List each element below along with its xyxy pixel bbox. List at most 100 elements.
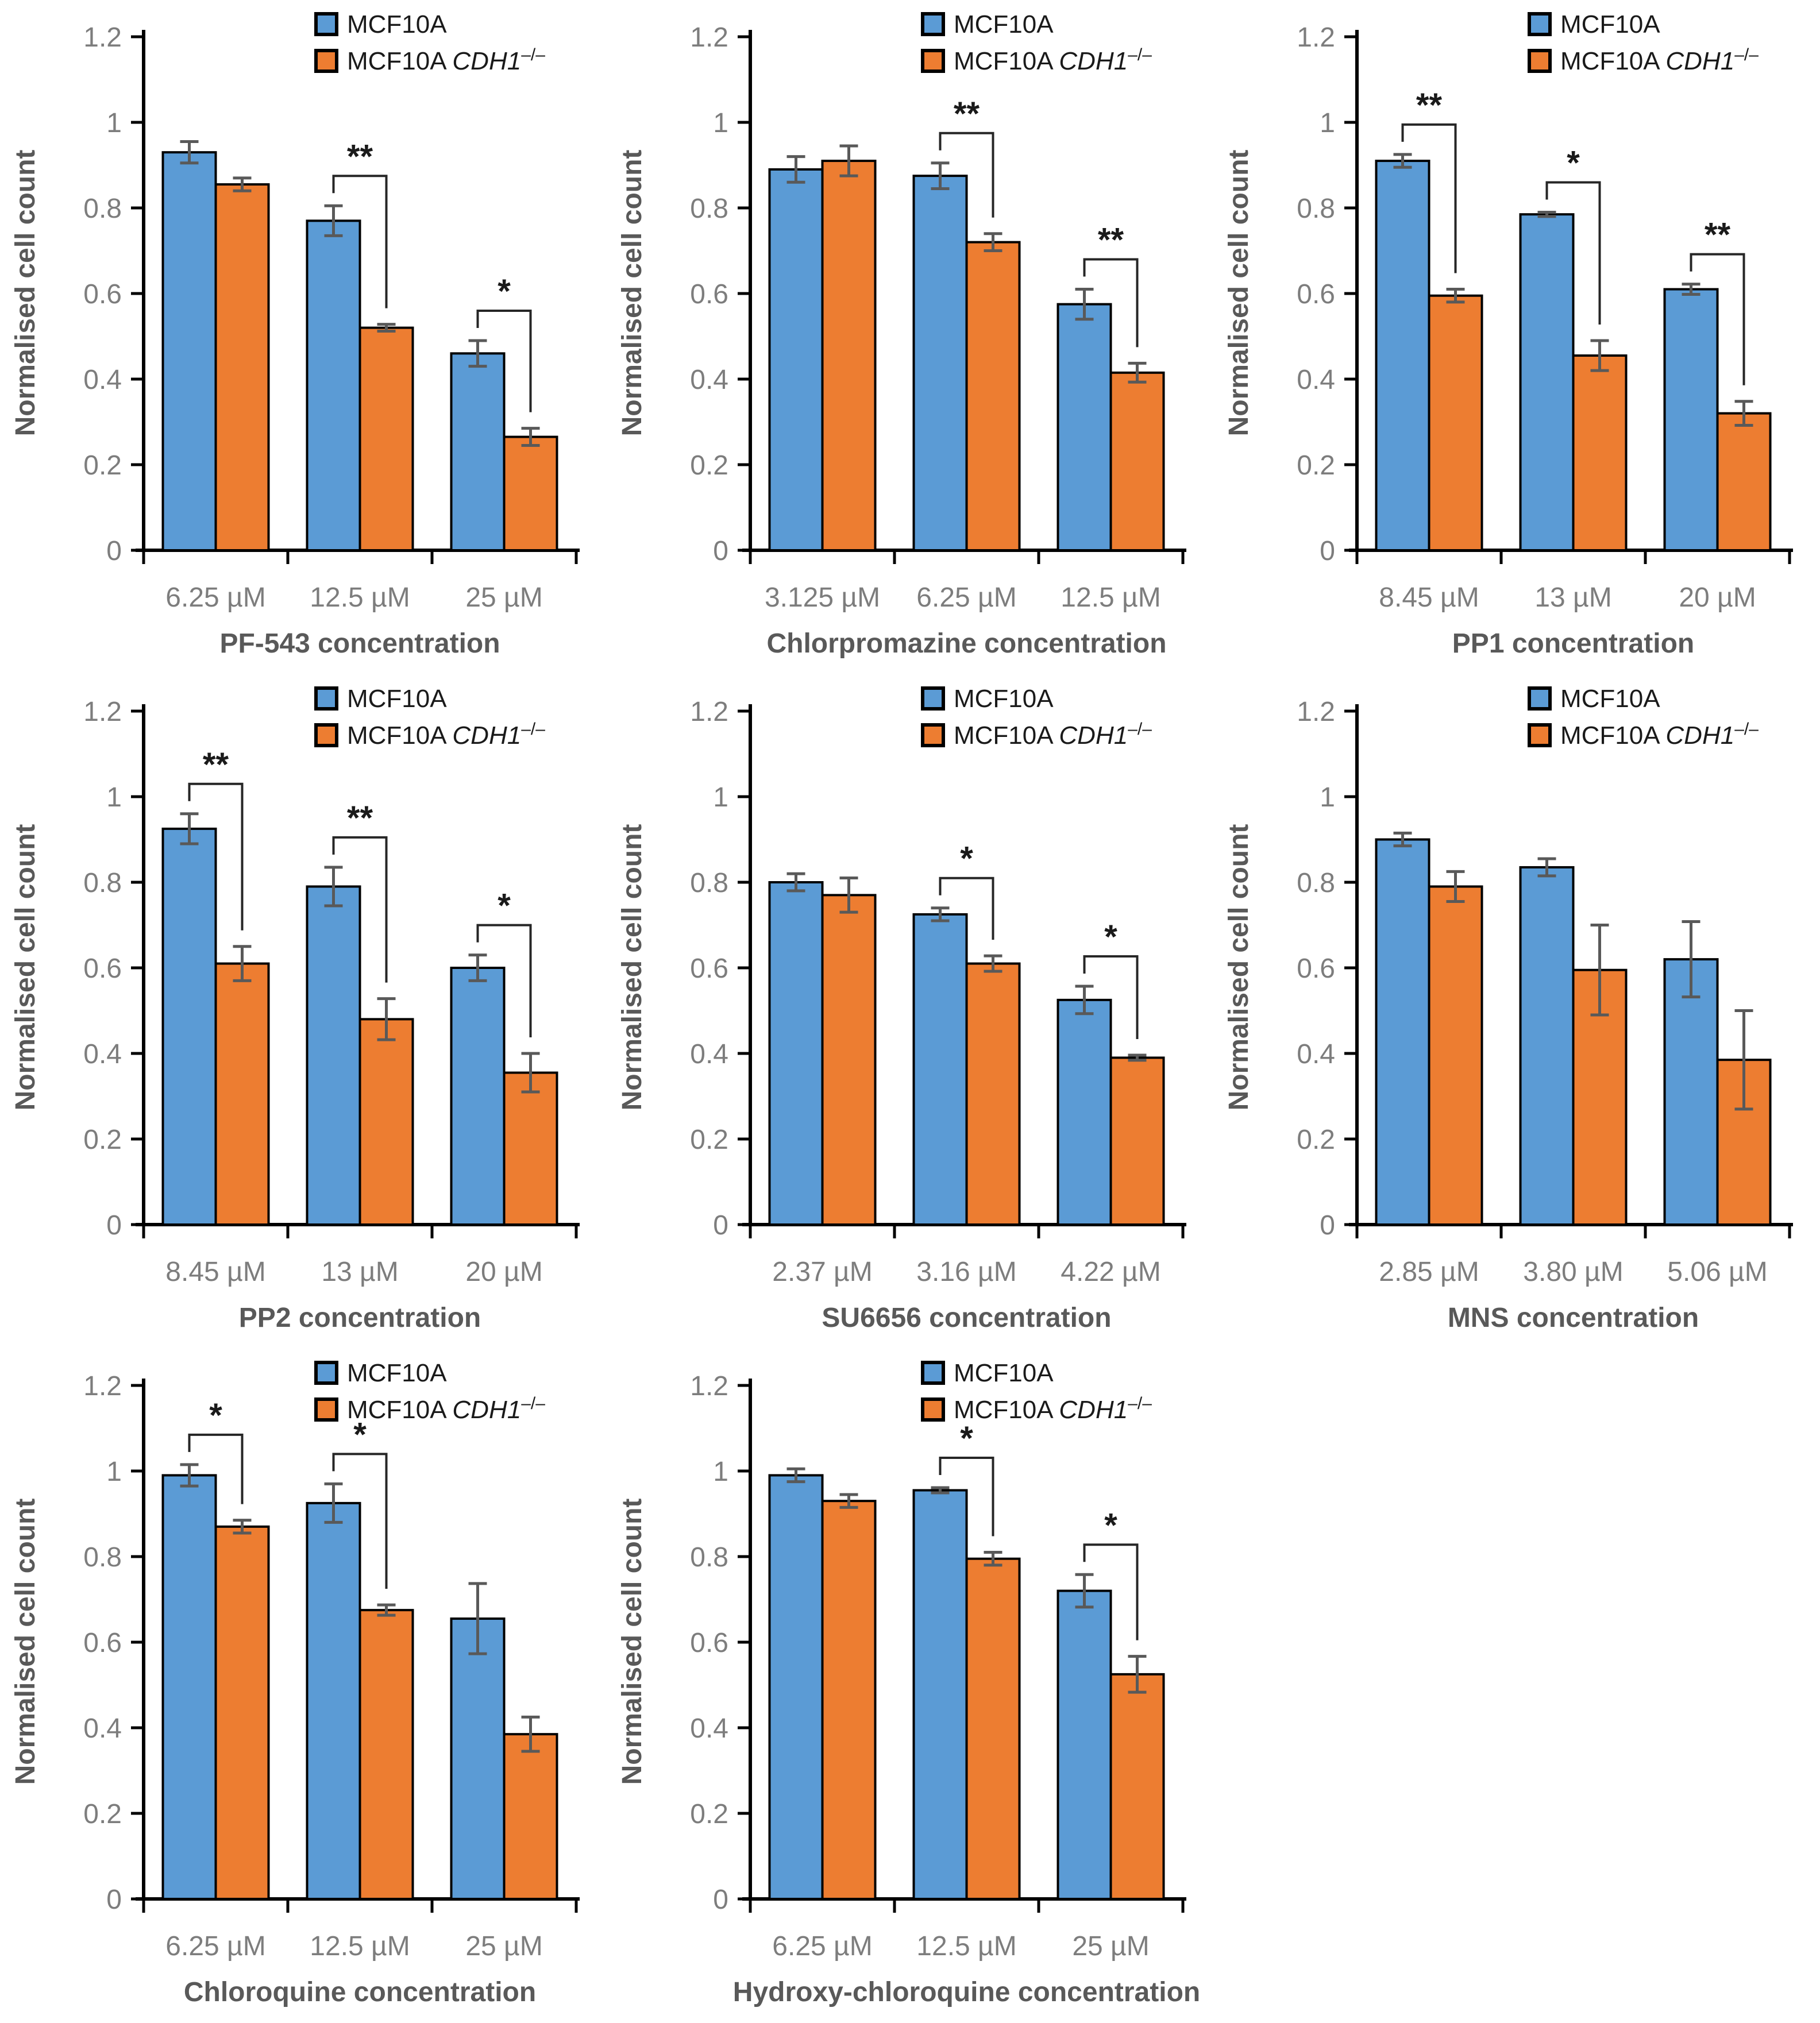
chart-pf-543: 0 0.2 0.4 0.6 0.8 1 1.2 6.25 µM ** 12.5 µM * 25 µM P… (0, 0, 607, 674)
significance-stars: * (1567, 144, 1580, 182)
y-tick-label: 0.8 (690, 868, 728, 898)
y-tick-label: 0.6 (83, 953, 122, 984)
y-tick-label: 1 (106, 782, 122, 813)
y-tick-label: 0 (106, 536, 122, 566)
significance-stars: * (353, 1416, 367, 1453)
y-tick-label: 0 (713, 1885, 728, 1915)
bar-cdh1-ko (1428, 885, 1483, 1226)
empty-cell (1213, 1349, 1820, 2023)
x-category-label: 8.45 µM (165, 1257, 265, 1287)
bar-mcf10a (1056, 998, 1112, 1226)
y-tick-label: 0.2 (690, 1799, 728, 1829)
bar-cdh1-ko (965, 1557, 1021, 1901)
x-category-label: 2.37 µM (772, 1257, 872, 1287)
bar-mcf10a (450, 352, 506, 551)
y-tick-label: 0.6 (83, 1628, 122, 1658)
y-tick-label: 1.2 (690, 1371, 728, 1402)
y-tick-label: 0.4 (83, 1039, 122, 1070)
x-category-label: 20 µM (465, 1257, 542, 1287)
y-tick-label: 0.4 (1297, 365, 1335, 395)
y-tick-label: 0 (713, 536, 728, 566)
legend-swatch-mcf10a (921, 1361, 945, 1385)
legend-swatch-cdh1-ko (1528, 49, 1552, 73)
y-tick-label: 1.2 (83, 22, 122, 53)
legend-label-cdh1-ko: MCF10A CDH1–/– (347, 720, 545, 750)
y-tick-label: 0 (713, 1210, 728, 1241)
y-tick-label: 1.2 (690, 22, 728, 53)
y-tick-label: 0.4 (690, 365, 728, 395)
x-category-label: 6.25 µM (165, 582, 265, 613)
y-axis-title: Normalised cell count (10, 1499, 41, 1785)
bar-mcf10a (1375, 160, 1430, 551)
significance-stars: * (1104, 1507, 1117, 1544)
chart-canvas: 0 0.2 0.4 0.6 0.8 1 1.2 ** 8.45 µM * 13 µM ** 20 µM P… (1224, 10, 1793, 659)
legend-label-mcf10a: MCF10A (1560, 10, 1660, 38)
significance-bracket (1083, 258, 1139, 348)
y-axis-title: Normalised cell count (617, 1499, 647, 1785)
legend-label-mcf10a: MCF10A (1560, 685, 1660, 713)
x-category-label: 25 µM (465, 1931, 542, 1962)
y-tick-label: 0.6 (1297, 279, 1335, 310)
y-axis-title: Normalised cell count (1224, 824, 1254, 1111)
bar-mcf10a (1375, 838, 1430, 1226)
bar-cdh1-ko (965, 241, 1021, 552)
bar-mcf10a (161, 1474, 217, 1900)
bar-cdh1-ko (503, 435, 558, 552)
x-category-label: 13 µM (1534, 582, 1611, 613)
significance-stars: ** (347, 800, 373, 837)
legend-label-mcf10a: MCF10A (347, 10, 447, 38)
y-tick-label: 0.8 (83, 1542, 122, 1573)
bar-cdh1-ko (503, 1733, 558, 1900)
bar-mcf10a (1056, 1589, 1112, 1901)
bar-cdh1-ko (358, 1609, 414, 1900)
legend-swatch-mcf10a (921, 686, 945, 711)
y-tick-label: 1.2 (1297, 697, 1335, 727)
y-tick-label: 0.8 (1297, 868, 1335, 898)
y-tick-label: 1 (713, 108, 728, 138)
x-category-label: 6.25 µM (772, 1931, 872, 1962)
bar-mcf10a (768, 168, 824, 551)
bar-mcf10a (768, 881, 824, 1226)
y-tick-label: 0 (1320, 1210, 1335, 1241)
y-tick-label: 0.8 (83, 868, 122, 898)
x-axis-title: PP2 concentration (239, 1303, 481, 1333)
legend-swatch-cdh1-ko (314, 1397, 338, 1422)
significance-stars: ** (203, 746, 229, 783)
legend-label-cdh1-ko: MCF10A CDH1–/– (954, 45, 1152, 75)
x-axis-title: Chloroquine concentration (184, 1977, 536, 2007)
x-category-label: 13 µM (321, 1257, 398, 1287)
legend-label-cdh1-ko: MCF10A CDH1–/– (1560, 720, 1759, 750)
y-tick-label: 0.4 (83, 1713, 122, 1744)
y-tick-label: 0.8 (83, 194, 122, 224)
y-axis-title: Normalised cell count (617, 150, 647, 437)
x-category-label: 5.06 µM (1667, 1257, 1767, 1287)
bar-cdh1-ko (1109, 1056, 1165, 1226)
bar-mcf10a (1663, 288, 1719, 551)
y-tick-label: 1 (713, 782, 728, 813)
significance-bracket (939, 1457, 994, 1536)
y-tick-label: 0.2 (83, 1799, 122, 1829)
significance-stars: ** (1705, 217, 1731, 254)
y-axis-title: Normalised cell count (617, 824, 647, 1111)
significance-stars: ** (347, 138, 373, 175)
y-tick-label: 0 (106, 1210, 122, 1241)
legend-swatch-cdh1-ko (921, 49, 945, 73)
y-axis-title: Normalised cell count (10, 824, 41, 1111)
chart-canvas: 0 0.2 0.4 0.6 0.8 1 1.2 6.25 µM * 12.5 µM * 25 µM Hy… (617, 1359, 1200, 2007)
y-tick-label: 1 (1320, 782, 1335, 813)
x-category-label: 4.22 µM (1061, 1257, 1160, 1287)
bar-mcf10a (912, 913, 968, 1226)
x-axis-title: PF-543 concentration (219, 628, 500, 659)
legend-swatch-mcf10a (921, 12, 945, 36)
bar-cdh1-ko (1109, 1673, 1165, 1900)
legend-label-mcf10a: MCF10A (954, 1359, 1054, 1387)
y-tick-label: 0.2 (690, 450, 728, 481)
y-tick-label: 0 (106, 1885, 122, 1915)
significance-bracket (939, 132, 994, 218)
bar-mcf10a (912, 175, 968, 551)
bar-cdh1-ko (358, 1018, 414, 1226)
significance-bracket (332, 836, 388, 983)
legend-label-cdh1-ko: MCF10A CDH1–/– (954, 1394, 1152, 1424)
chart-canvas: 0 0.2 0.4 0.6 0.8 1 1.2 2.37 µM * 3.16 µM * 4.22 µM… (617, 685, 1186, 1333)
chart-mns: 0 0.2 0.4 0.6 0.8 1 1.2 2.85 µM 3.80 µM 5.06 µM MN… (1213, 674, 1820, 1349)
